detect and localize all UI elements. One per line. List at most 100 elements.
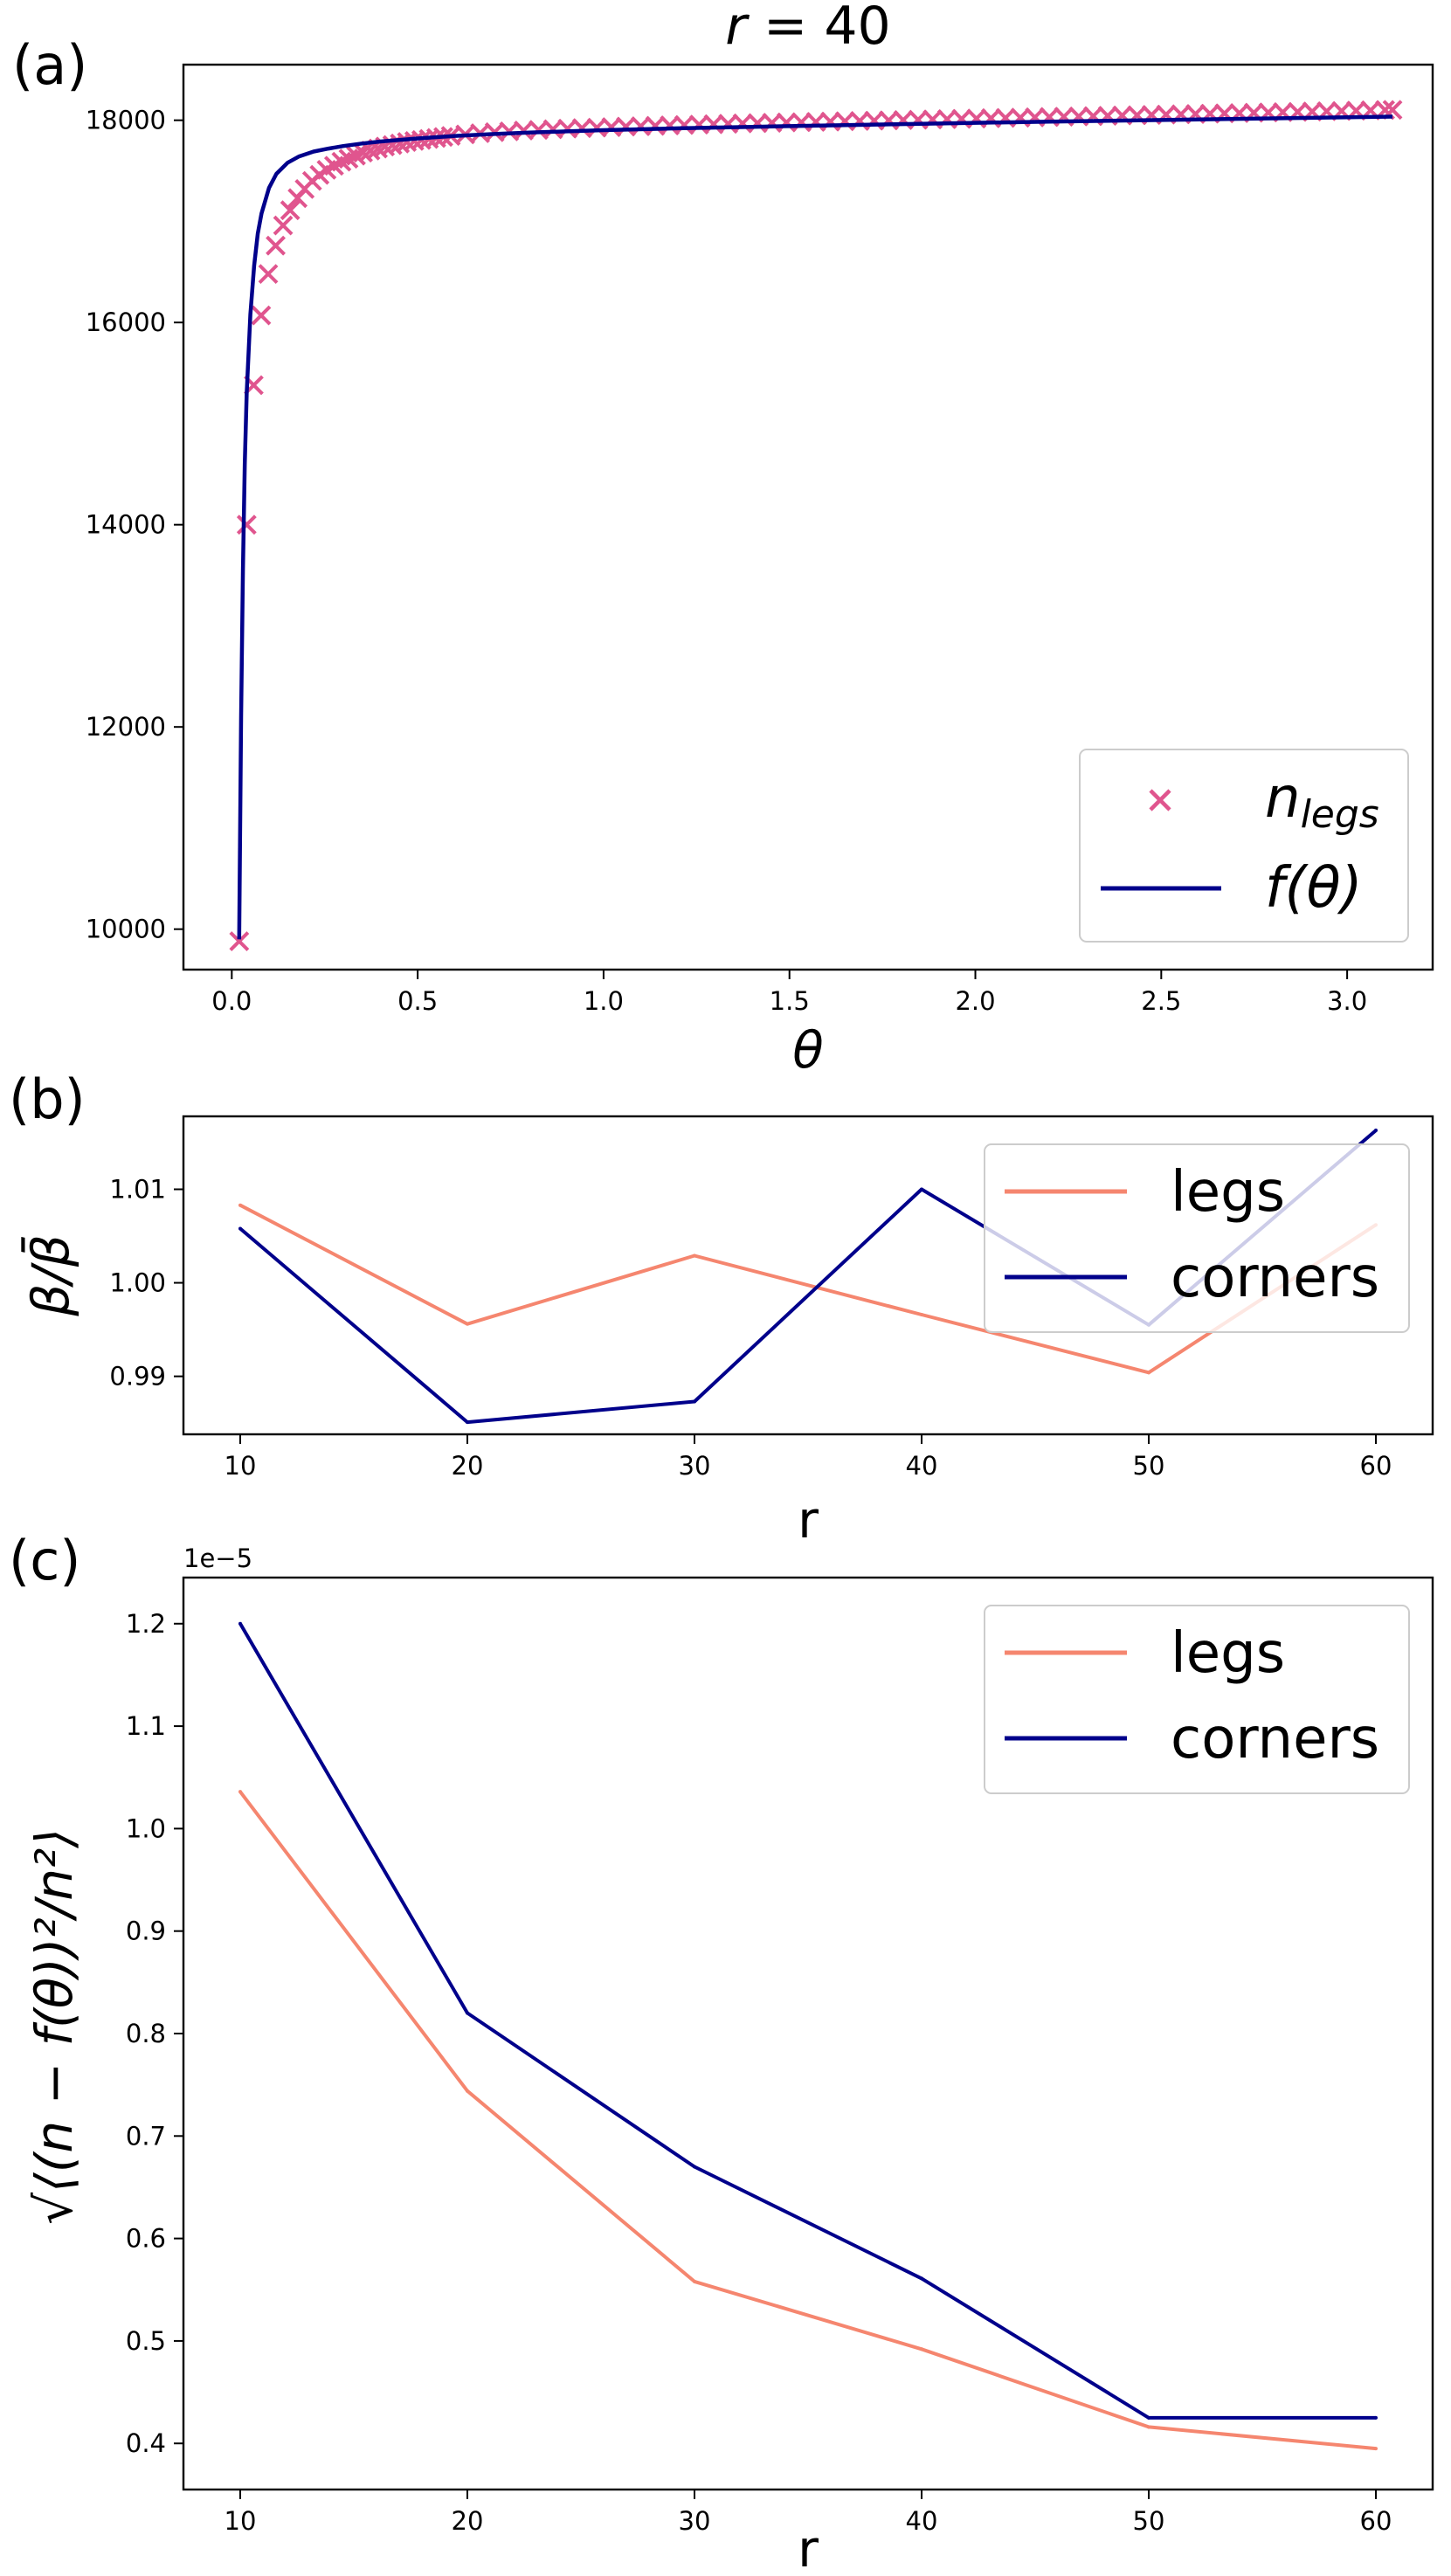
marker-stroke	[718, 114, 738, 135]
panel-c-xlabel: r	[798, 2519, 819, 2576]
x-tick-label: 2.0	[955, 986, 995, 1016]
y-tick-label: 0.7	[126, 2121, 166, 2151]
data-point-corners	[693, 1399, 696, 1404]
panel-b-label: (b)	[9, 1067, 86, 1131]
y-tick-label: 12000	[86, 712, 166, 742]
marker-stroke	[229, 931, 250, 952]
x-tick-label: 40	[906, 2506, 938, 2536]
x-tick-label: 0.0	[211, 986, 252, 1016]
data-point-n-legs	[258, 264, 279, 285]
data-point-n-legs	[266, 235, 286, 256]
data-point-n-legs	[236, 515, 257, 535]
x-tick-label: 1.0	[584, 986, 624, 1016]
marker-stroke	[660, 115, 681, 135]
y-tick-label: 0.4	[126, 2428, 166, 2458]
panel-c-offset-text: 1e−5	[183, 1544, 252, 1573]
x-tick-label: 10	[225, 2506, 257, 2536]
y-tick-label: 1.1	[126, 1711, 166, 1741]
title-equals: =	[747, 0, 824, 57]
legend-label-corners: corners	[1171, 1707, 1379, 1771]
data-point-n-legs	[571, 118, 592, 139]
data-point-legs	[1147, 1371, 1150, 1375]
marker-stroke	[557, 118, 578, 139]
y-tick-label: 1.0	[126, 1813, 166, 1843]
data-point-legs	[920, 1312, 923, 1316]
panel-b-ylabel: β/β̄	[19, 1234, 80, 1317]
data-point-corners	[920, 1187, 923, 1191]
panel-a-plot-area	[229, 100, 1403, 952]
y-tick-label: 1.2	[126, 1609, 166, 1639]
marker-stroke	[776, 112, 797, 133]
x-tick-label: 60	[1360, 1451, 1392, 1481]
marker-stroke	[688, 114, 709, 135]
y-tick-label: 14000	[86, 510, 166, 540]
data-point-n-legs	[791, 112, 812, 133]
marker-stroke	[791, 112, 812, 133]
panel-a-label: (a)	[12, 33, 87, 97]
data-point-corners	[1147, 2415, 1150, 2420]
x-tick-label: 30	[679, 1451, 711, 1481]
data-point-corners	[238, 1226, 242, 1231]
series-line-corners	[238, 1622, 1376, 2420]
marker-stroke	[586, 117, 607, 138]
x-tick-label: 1.5	[770, 986, 810, 1016]
legend-label-legs: legs	[1171, 1621, 1285, 1686]
data-point-n-legs	[732, 113, 753, 134]
marker-stroke	[571, 118, 592, 139]
x-tick-label: 60	[1360, 2506, 1392, 2536]
y-tick-label: 1.01	[109, 1175, 166, 1205]
panel-c-legend: legs corners	[984, 1605, 1410, 1794]
marker-stroke	[631, 116, 651, 136]
marker-stroke	[616, 116, 636, 137]
data-point-n-legs	[762, 113, 783, 133]
marker-stroke	[397, 132, 418, 152]
data-point-n-legs	[229, 931, 250, 952]
legend-label-n-legs: nlegs	[1265, 766, 1379, 837]
data-point-legs	[238, 1203, 242, 1207]
data-point-corners	[920, 2276, 923, 2281]
panel-b: (b) 10 20 30 40 50 60 0.99 1.00 1.01 r β/β̄ legs…	[9, 1067, 1434, 1550]
marker-stroke	[674, 114, 694, 135]
data-point-legs	[466, 2089, 469, 2093]
panel-c-label: (c)	[9, 1529, 80, 1592]
data-point-legs	[1374, 2447, 1378, 2451]
panel-a-legend: nlegs f(θ)	[1079, 749, 1409, 943]
legend-marker-n-legs	[1149, 789, 1171, 811]
series-line-legs	[239, 1203, 1378, 1375]
marker-stroke	[258, 264, 279, 285]
data-point-corners	[466, 1420, 469, 1425]
panel-c-plot-area	[238, 1621, 1378, 2451]
data-point-corners	[1374, 1129, 1378, 1133]
data-point-corners	[466, 2011, 469, 2015]
x-tick-label: 0.5	[397, 986, 438, 1016]
panel-a-ticks: 0.0 0.5 1.0 1.5 2.0 2.5 3.0 10000 12000 14000 1600…	[86, 106, 1367, 1016]
data-point-n-legs	[273, 215, 294, 236]
y-tick-label: 0.99	[109, 1362, 166, 1392]
data-point-n-legs	[616, 116, 636, 137]
y-tick-label: 1.00	[109, 1268, 166, 1298]
data-point-n-legs	[280, 200, 301, 221]
x-tick-label: 10	[225, 1451, 257, 1481]
legend-label-f-theta: f(θ)	[1265, 856, 1363, 921]
data-point-legs	[693, 1253, 696, 1258]
panel-b-legend: legs corners	[984, 1143, 1410, 1333]
x-tick-label: 50	[1133, 1451, 1165, 1481]
series-line-f-theta	[237, 114, 1393, 940]
y-tick-label: 10000	[86, 915, 166, 944]
panel-c-ylabel: √⟨(n − f(θ))²/n²⟩	[24, 1828, 84, 2225]
marker-stroke	[762, 113, 783, 133]
data-point-legs	[466, 1322, 469, 1326]
marker-stroke	[703, 114, 724, 135]
x-tick-label: 3.0	[1327, 986, 1367, 1016]
marker-stroke	[273, 215, 294, 236]
marker-stroke	[542, 119, 563, 140]
data-point-legs	[1147, 2425, 1150, 2429]
data-point-n-legs	[514, 121, 534, 141]
marker-stroke	[529, 120, 549, 141]
marker-stroke	[747, 113, 768, 134]
panel-a-xlabel: θ	[792, 1020, 824, 1080]
y-tick-label: 0.8	[126, 2019, 166, 2048]
y-tick-label: 18000	[86, 106, 166, 135]
marker-stroke	[251, 305, 272, 326]
